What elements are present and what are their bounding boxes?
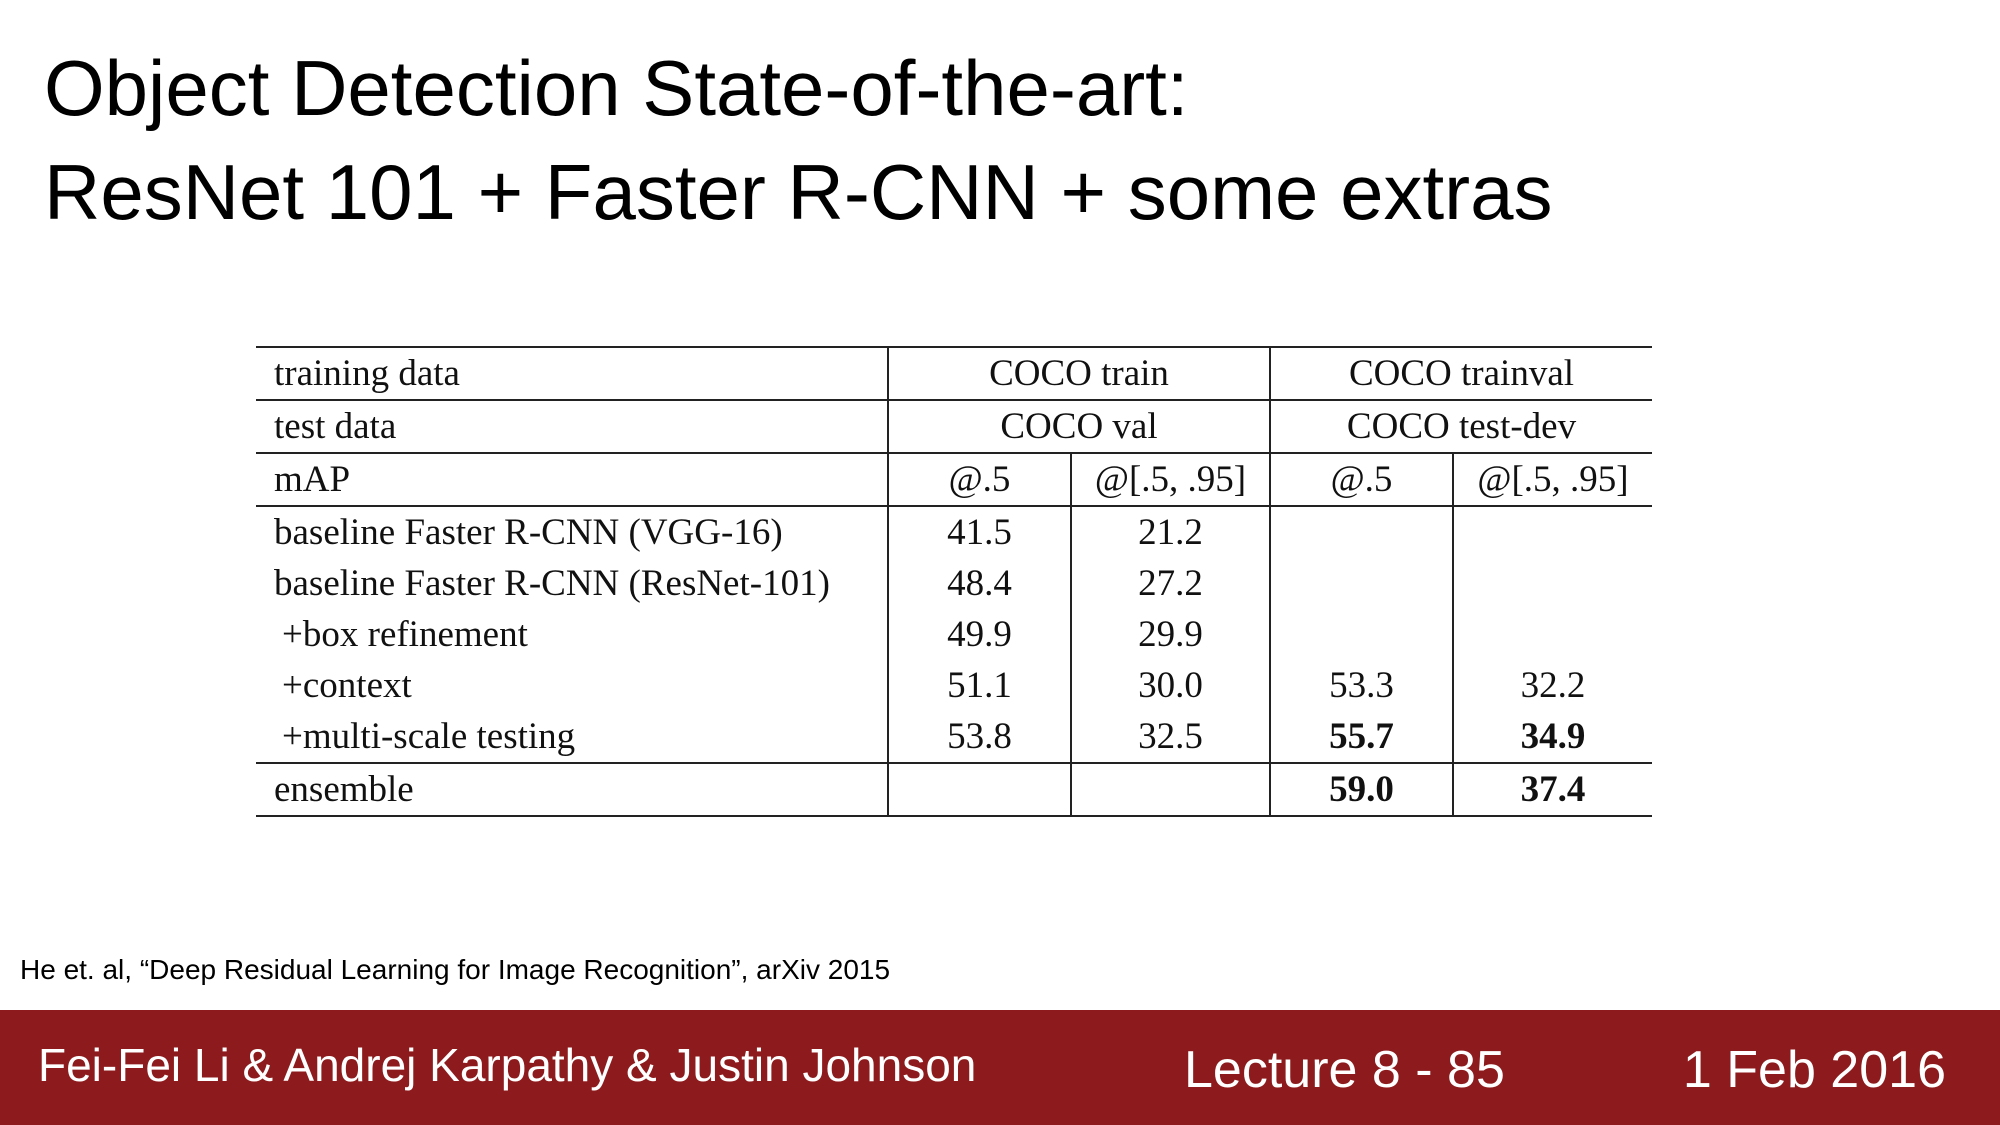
cell-value-best: 34.9 bbox=[1452, 711, 1653, 763]
cell-value-best: 59.0 bbox=[1269, 762, 1454, 817]
citation: He et. al, “Deep Residual Learning for I… bbox=[20, 954, 891, 985]
test-data-row: test data COCO val COCO test-dev bbox=[256, 400, 1653, 454]
cell-value: 51.1 bbox=[887, 660, 1071, 711]
footer-authors: Fei-Fei Li & Andrej Karpathy & Justin Jo… bbox=[38, 1039, 977, 1091]
cell-value bbox=[1452, 506, 1653, 558]
cell-value: 53.3 bbox=[1269, 660, 1454, 711]
table-row: +multi-scale testing 53.8 32.5 55.7 34.9 bbox=[256, 711, 1653, 763]
cell-value bbox=[1269, 506, 1454, 558]
table-row: +context 51.1 30.0 53.3 32.2 bbox=[256, 660, 1653, 711]
row-label: baseline Faster R-CNN (VGG-16) bbox=[274, 512, 783, 553]
training-data-row: training data COCO train COCO trainval bbox=[256, 346, 1653, 401]
cell-value: 41.5 bbox=[887, 506, 1071, 558]
metric-header-3: @.5 bbox=[1269, 453, 1454, 507]
cell-value bbox=[1452, 558, 1653, 609]
cell-value-best: 55.7 bbox=[1269, 711, 1454, 763]
row-label: +multi-scale testing bbox=[282, 716, 576, 757]
coco-testdev-header: COCO test-dev bbox=[1269, 400, 1653, 454]
table-row-ensemble: ensemble 59.0 37.4 bbox=[256, 762, 1653, 817]
test-data-label: test data bbox=[256, 400, 888, 454]
cell-value bbox=[1269, 609, 1454, 660]
cell-value bbox=[1069, 762, 1271, 817]
cell-value bbox=[887, 762, 1071, 817]
cell-value: 49.9 bbox=[887, 609, 1071, 660]
metric-header-2: @[.5, .95] bbox=[1069, 453, 1271, 507]
cell-value: 53.8 bbox=[887, 711, 1071, 763]
slide-title: Object Detection State-of-the-art: ResNe… bbox=[44, 36, 1553, 244]
training-data-label: training data bbox=[256, 346, 888, 401]
row-label: +box refinement bbox=[282, 614, 528, 655]
table-row: baseline Faster R-CNN (ResNet-101) 48.4 … bbox=[256, 558, 1653, 609]
cell-value: 48.4 bbox=[887, 558, 1071, 609]
metric-header-1: @.5 bbox=[887, 453, 1071, 507]
cell-value: 29.9 bbox=[1069, 609, 1271, 660]
table-row: +box refinement 49.9 29.9 bbox=[256, 609, 1653, 660]
cell-value-best: 37.4 bbox=[1452, 762, 1653, 817]
cell-value bbox=[1452, 609, 1653, 660]
cell-value: 21.2 bbox=[1069, 506, 1271, 558]
row-label: ensemble bbox=[256, 762, 888, 817]
cell-value: 32.5 bbox=[1069, 711, 1271, 763]
cell-value: 30.0 bbox=[1069, 660, 1271, 711]
metric-row: mAP @.5 @[.5, .95] @.5 @[.5, .95] bbox=[256, 453, 1653, 507]
cell-value: 32.2 bbox=[1452, 660, 1653, 711]
results-table-container: training data COCO train COCO trainval t… bbox=[256, 346, 1653, 817]
slide-title-line-1: Object Detection State-of-the-art: bbox=[44, 44, 1189, 132]
footer-bar: Fei-Fei Li & Andrej Karpathy & Justin Jo… bbox=[0, 1010, 2000, 1125]
map-label: mAP bbox=[256, 453, 888, 507]
row-label: +context bbox=[282, 665, 412, 706]
coco-trainval-header: COCO trainval bbox=[1269, 346, 1653, 401]
slide-title-line-2: ResNet 101 + Faster R-CNN + some extras bbox=[44, 148, 1553, 236]
results-table: training data COCO train COCO trainval t… bbox=[256, 346, 1653, 817]
footer-lecture-number: Lecture 8 - 85 bbox=[1184, 1041, 1505, 1099]
cell-value: 27.2 bbox=[1069, 558, 1271, 609]
cell-value bbox=[1269, 558, 1454, 609]
table-row: baseline Faster R-CNN (VGG-16) 41.5 21.2 bbox=[256, 506, 1653, 558]
coco-train-header: COCO train bbox=[886, 346, 1271, 401]
footer-date: 1 Feb 2016 bbox=[1682, 1041, 1946, 1099]
metric-header-4: @[.5, .95] bbox=[1452, 453, 1653, 507]
row-label: baseline Faster R-CNN (ResNet-101) bbox=[274, 563, 830, 604]
coco-val-header: COCO val bbox=[886, 400, 1271, 454]
